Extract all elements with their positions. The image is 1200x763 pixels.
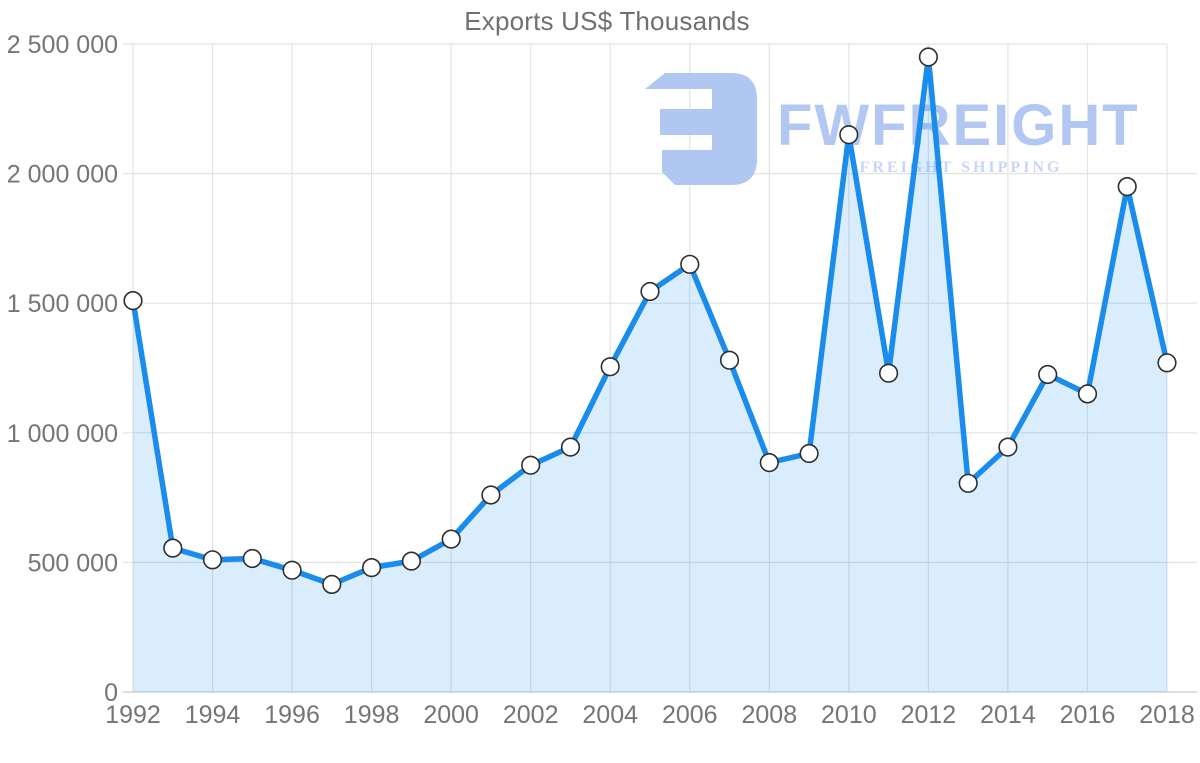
- data-point-2004[interactable]: [600, 357, 620, 377]
- exports-series: [123, 47, 1177, 692]
- x-tick-label: 2002: [503, 701, 559, 729]
- x-tick-label: 2016: [1060, 701, 1116, 729]
- y-tick-label: 1 000 000: [7, 420, 118, 448]
- y-axis-labels: 0 500 000 1 000 000 1 500 000 2 000 000 2 500…: [7, 31, 118, 707]
- data-point-2009[interactable]: [799, 443, 819, 464]
- data-point-2005[interactable]: [640, 281, 660, 302]
- chart-title: Exports US$ Thousands: [464, 6, 750, 36]
- data-point-2013[interactable]: [958, 473, 978, 493]
- data-point-1997[interactable]: [322, 574, 342, 595]
- data-point-2008[interactable]: [759, 453, 779, 473]
- data-point-1994[interactable]: [202, 550, 223, 570]
- x-tick-label: 1994: [185, 701, 241, 729]
- x-tick-label: 1992: [105, 701, 161, 729]
- y-tick-label: 2 500 000: [7, 31, 118, 59]
- x-tick-label: 2008: [741, 701, 797, 729]
- data-point-2003[interactable]: [560, 437, 581, 457]
- fwfreight-watermark: FWFREIGHT FREIGHT SHIPPING: [645, 73, 1140, 185]
- y-tick-label: 2 000 000: [7, 161, 118, 189]
- data-point-2016[interactable]: [1077, 384, 1098, 404]
- data-point-2018[interactable]: [1157, 353, 1177, 373]
- data-point-1998[interactable]: [362, 557, 382, 578]
- data-point-2012[interactable]: [918, 47, 939, 67]
- data-point-2017[interactable]: [1117, 177, 1137, 197]
- data-point-2014[interactable]: [998, 437, 1018, 457]
- fwfreight-logo-icon: [645, 73, 757, 185]
- x-axis-labels: 1992 1994 1996 1998 2000 2002 2004 2006 2008 2010…: [105, 701, 1195, 729]
- watermark-tagline-text: FREIGHT SHIPPING: [860, 159, 1063, 176]
- data-point-2001[interactable]: [481, 485, 501, 505]
- y-tick-label: 500 000: [28, 549, 118, 577]
- x-tick-label: 2010: [821, 701, 877, 729]
- x-tick-label: 2018: [1139, 701, 1195, 729]
- data-point-2015[interactable]: [1038, 364, 1058, 385]
- x-tick-label: 2012: [901, 701, 957, 729]
- x-tick-label: 1996: [264, 701, 320, 729]
- data-point-1993[interactable]: [163, 538, 183, 558]
- x-tick-label: 2004: [582, 701, 638, 729]
- data-point-2011[interactable]: [878, 363, 899, 383]
- data-point-1996[interactable]: [282, 560, 302, 580]
- y-tick-label: 1 500 000: [7, 290, 118, 318]
- data-point-1995[interactable]: [242, 548, 262, 569]
- data-point-2006[interactable]: [680, 254, 700, 274]
- data-point-2007[interactable]: [719, 350, 740, 370]
- x-tick-label: 2014: [980, 701, 1036, 729]
- watermark-brand-text: FWFREIGHT: [777, 93, 1140, 158]
- data-point-2002[interactable]: [521, 455, 541, 475]
- x-tick-label: 2000: [423, 701, 479, 729]
- data-point-2000[interactable]: [441, 529, 461, 549]
- data-point-2010[interactable]: [839, 125, 859, 145]
- x-tick-label: 2006: [662, 701, 718, 729]
- data-point-1992[interactable]: [123, 291, 143, 311]
- x-tick-label: 1998: [344, 701, 400, 729]
- data-point-1999[interactable]: [401, 551, 422, 571]
- y-tick-label: 0: [104, 679, 118, 707]
